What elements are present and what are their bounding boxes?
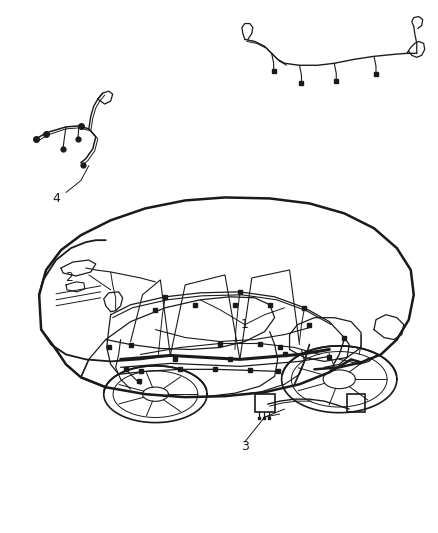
Text: 4: 4 xyxy=(52,192,60,205)
Text: 3: 3 xyxy=(241,440,249,454)
Bar xyxy=(347,394,365,412)
Text: 1: 1 xyxy=(241,318,249,331)
Bar xyxy=(255,394,275,412)
Text: 2: 2 xyxy=(65,271,73,285)
